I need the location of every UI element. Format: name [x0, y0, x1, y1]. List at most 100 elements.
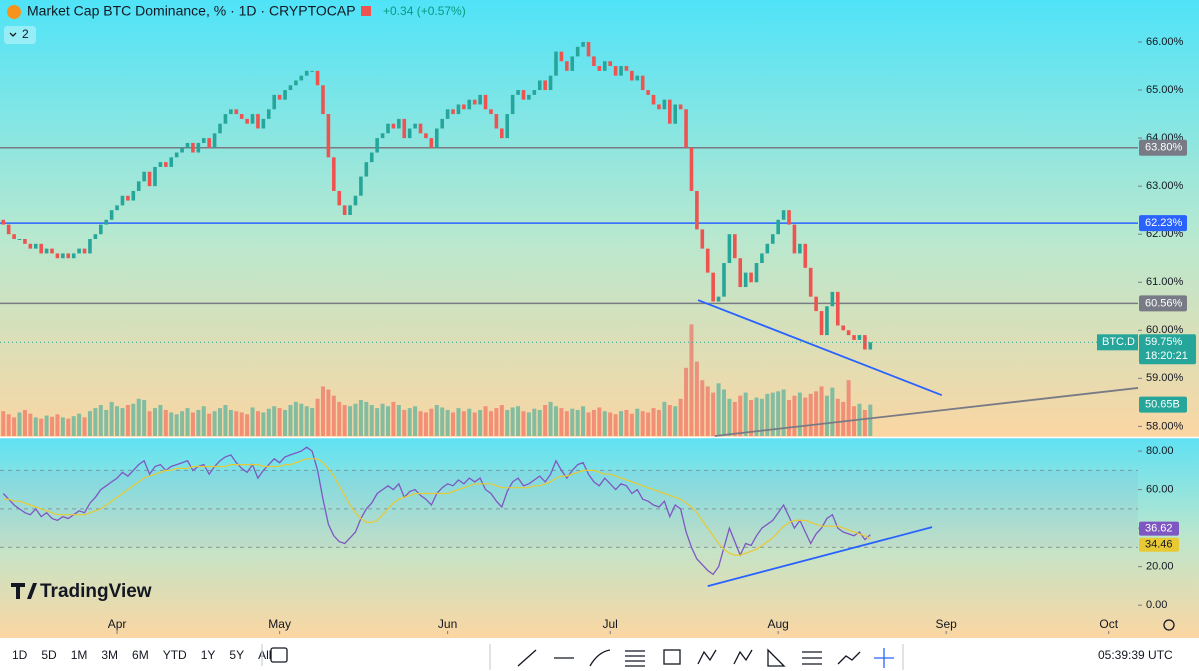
candle-body	[516, 90, 520, 95]
volume-bar	[797, 392, 802, 436]
indicator-line	[3, 458, 871, 556]
date-range-icon[interactable]	[270, 647, 288, 663]
volume-bar	[667, 405, 672, 436]
volume-bar	[651, 408, 656, 436]
volume-bar	[862, 409, 867, 436]
range-buttons: 1D 5D 1M 3M 6M YTD 1Y 5Y All	[12, 648, 271, 662]
candle-body	[39, 243, 43, 254]
candle-body	[537, 80, 542, 91]
candle-body	[77, 248, 81, 254]
price-change: +0.34 (+0.57%)	[383, 4, 466, 18]
crosshair-tool[interactable]	[874, 648, 894, 668]
volume-bar	[467, 408, 472, 436]
volume-bar	[689, 324, 694, 436]
volume-bar	[478, 409, 483, 436]
volume-bar	[591, 409, 596, 436]
candle-body	[602, 61, 607, 71]
volume-bar	[429, 408, 434, 436]
rectangle-tool[interactable]	[663, 649, 681, 665]
range-button[interactable]: 6M	[132, 648, 149, 662]
candle-body	[142, 171, 146, 182]
y-tick-label: 63.00%	[1146, 180, 1184, 192]
volume-bar	[228, 409, 233, 436]
range-button[interactable]: YTD	[163, 648, 187, 662]
y-tick-label: 60.00	[1146, 484, 1174, 496]
x-tick-label: Oct	[1099, 617, 1118, 631]
volume-bar	[326, 389, 331, 436]
candle-body	[153, 166, 157, 187]
volume-bar	[749, 400, 754, 436]
elliott-tool[interactable]	[733, 649, 753, 665]
volume-bar	[808, 393, 813, 436]
candle-body	[689, 147, 694, 191]
range-button[interactable]: 5D	[41, 648, 57, 662]
candle-body	[467, 99, 472, 110]
volume-bar	[163, 409, 168, 436]
pattern-tool[interactable]	[697, 649, 717, 665]
volume-bar	[142, 400, 147, 436]
volume-bar	[597, 407, 602, 436]
range-button[interactable]: 1M	[71, 648, 88, 662]
logo-text: TradingView	[40, 581, 152, 602]
candle-body	[754, 263, 759, 283]
candle-body	[120, 195, 125, 206]
candle-body	[283, 90, 287, 100]
fib-tool[interactable]	[625, 650, 645, 667]
volume-bar	[846, 380, 851, 436]
candle-body	[294, 80, 298, 86]
range-button[interactable]: 3M	[101, 648, 118, 662]
volume-bar	[266, 408, 271, 436]
volume-bar	[792, 395, 797, 436]
candle-body	[819, 311, 824, 336]
volume-bar	[678, 398, 683, 436]
candle-body	[841, 325, 846, 331]
volume-bar	[640, 411, 645, 436]
volume-bar	[93, 408, 98, 436]
volume-bar	[152, 408, 157, 436]
candle-body	[646, 90, 650, 95]
volume-bar	[711, 392, 716, 436]
level-label-bg	[1139, 139, 1187, 156]
candle-body	[462, 104, 466, 110]
volume-bar	[581, 406, 586, 436]
candle-body	[857, 335, 862, 340]
volume-bar	[700, 380, 705, 436]
volume-bar	[33, 417, 38, 436]
volume-bar	[283, 409, 288, 436]
volume-bar	[656, 409, 661, 436]
range-button[interactable]: 1D	[12, 648, 28, 662]
candle-body	[71, 253, 76, 259]
forecast-tool[interactable]	[837, 651, 861, 665]
indicator-toggle[interactable]	[4, 26, 36, 44]
long-short-tool[interactable]	[802, 651, 822, 665]
volume-bar	[440, 407, 445, 436]
range-button[interactable]: All	[258, 648, 271, 662]
candle-body	[472, 99, 477, 105]
volume-bar	[28, 413, 33, 436]
triangle-tool[interactable]	[767, 648, 786, 667]
value-label-bg	[1139, 521, 1179, 536]
range-button[interactable]: 5Y	[229, 648, 244, 662]
candle-body	[814, 296, 818, 312]
volume-bar	[765, 393, 770, 436]
candle-body	[581, 42, 585, 47]
candle-body	[548, 75, 553, 91]
flag-icon[interactable]	[361, 6, 371, 16]
trend-line-tool[interactable]	[517, 649, 537, 667]
candle-body	[825, 306, 829, 336]
brush-tool[interactable]	[589, 649, 611, 667]
volume-bar	[759, 398, 764, 436]
volume-bar	[776, 391, 781, 436]
symbol-title[interactable]: Market Cap BTC Dominance, % · 1D · CRYPT…	[27, 3, 356, 19]
volume-bar	[510, 407, 515, 436]
candle-body	[12, 234, 16, 240]
candle-body	[261, 118, 266, 129]
settings-icon[interactable]	[1163, 619, 1175, 631]
volume-bar	[310, 408, 315, 436]
range-button[interactable]: 1Y	[201, 648, 216, 662]
volume-bar	[380, 403, 385, 436]
volume-bar	[754, 397, 759, 436]
volume-bar	[819, 386, 824, 436]
volume-bar	[109, 401, 114, 436]
